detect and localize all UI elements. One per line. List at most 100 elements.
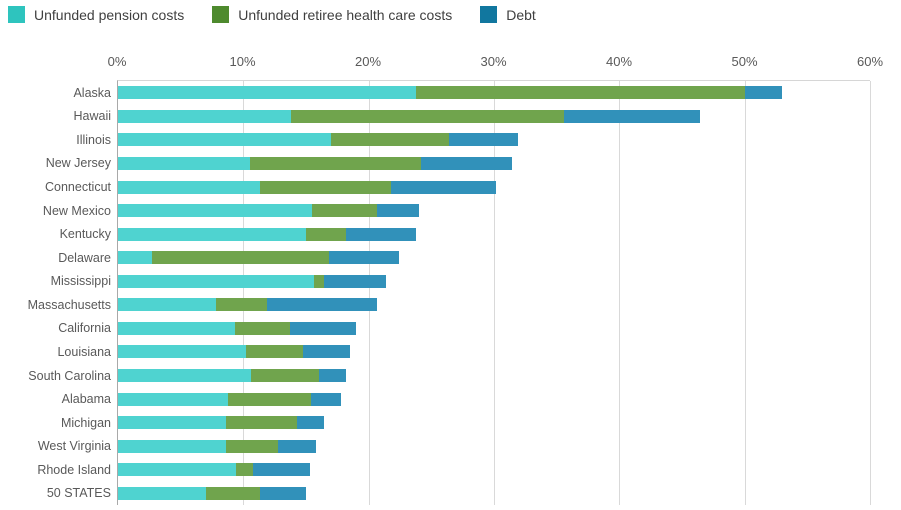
bar-segment <box>259 486 306 500</box>
bar-segment <box>118 486 206 500</box>
bar-segment <box>253 463 310 477</box>
category-label: West Virginia <box>37 439 111 454</box>
bar-row: Illinois <box>76 128 870 152</box>
bar-track <box>118 463 870 477</box>
gridline <box>619 81 621 505</box>
category-label: Mississippi <box>50 274 111 289</box>
category-label: Louisiana <box>57 344 111 359</box>
bar-track <box>118 298 870 312</box>
bar-track <box>118 251 870 265</box>
bar-row: Alabama <box>62 387 870 411</box>
bar-segment <box>151 251 329 265</box>
bar-segment <box>278 439 316 453</box>
bar-segment <box>118 251 152 265</box>
bar-segment <box>225 439 279 453</box>
bar-segment <box>118 109 291 123</box>
legend-label: Debt <box>506 6 536 23</box>
category-label: South Carolina <box>28 368 111 383</box>
x-axis-tick-labels: 0% 10% 20% 30% 40% 50% 60% <box>108 54 883 72</box>
category-label: Michigan <box>60 415 111 430</box>
category-label: Alaska <box>73 85 111 100</box>
bar-segment <box>421 156 512 170</box>
bar-row: Delaware <box>58 246 870 270</box>
legend-label: Unfunded pension costs <box>34 6 185 23</box>
legend-swatch-icon <box>480 6 498 23</box>
legend: Unfunded pension costs Unfunded retiree h… <box>8 6 536 23</box>
bar-row: Alaska <box>73 81 870 105</box>
bar-segment <box>118 345 246 359</box>
gridline <box>494 81 495 505</box>
legend-swatch-icon <box>8 6 25 23</box>
bar-segment <box>118 392 229 406</box>
x-axis-tick-label: 50% <box>731 54 758 69</box>
x-axis-tick-label: 30% <box>480 54 507 69</box>
bar-segment <box>225 416 298 430</box>
bar-row: Michigan <box>61 411 870 435</box>
category-label: 50 STATES <box>46 486 111 501</box>
category-label: Rhode Island <box>37 462 111 477</box>
bar-segment <box>118 180 260 194</box>
bar-track <box>118 180 870 194</box>
bar-row: Hawaii <box>73 105 870 129</box>
bar-segment <box>290 109 565 123</box>
bar-segment <box>245 345 304 359</box>
bar-segment <box>118 227 306 241</box>
category-label: Illinois <box>76 132 111 147</box>
legend-item: Unfunded pension costs <box>8 6 184 23</box>
bar-segment <box>235 463 254 477</box>
bar-segment <box>312 204 378 218</box>
bar-segment <box>215 298 268 312</box>
bar-segment <box>564 109 700 123</box>
bar-segment <box>289 321 357 335</box>
plot-area: Alaska Hawaii Illinois New Jersey Connecticu… <box>28 80 871 505</box>
bar-segment <box>391 180 497 194</box>
bar-segment <box>331 133 449 147</box>
x-axis-tick-label: 20% <box>354 54 382 69</box>
bar-track <box>118 345 870 359</box>
bar-rows: Alaska Hawaii Illinois New Jersey Connecticu… <box>28 81 870 505</box>
bar-row: New Jersey <box>46 152 870 176</box>
category-label: Alabama <box>61 392 111 407</box>
bar-segment <box>306 227 347 241</box>
bar-segment <box>118 369 251 383</box>
legend-swatch-icon <box>212 6 230 23</box>
bar-row: Connecticut <box>45 175 870 199</box>
bar-row: South Carolina <box>28 364 870 388</box>
category-label: Massachusetts <box>27 297 111 312</box>
bar-segment <box>297 416 324 430</box>
bar-segment <box>249 156 422 170</box>
bar-segment <box>118 133 332 147</box>
bar-row: Mississippi <box>51 270 870 294</box>
legend-label: Unfunded retiree health care costs <box>238 6 453 23</box>
bar-segment <box>377 204 419 218</box>
bar-segment <box>118 463 236 477</box>
bar-track <box>118 86 870 100</box>
bar-segment <box>416 86 745 100</box>
bar-segment <box>311 392 342 406</box>
category-label: Kentucky <box>59 227 111 242</box>
gridline <box>243 81 245 505</box>
bar-row: Kentucky <box>60 222 870 246</box>
bar-row: Louisiana <box>57 340 870 364</box>
bar-track <box>118 109 870 123</box>
x-axis-tick-label: 40% <box>605 54 633 69</box>
bar-segment <box>267 298 378 312</box>
category-label: Hawaii <box>73 109 111 124</box>
bar-segment <box>448 133 518 147</box>
bar-row: California <box>58 317 870 341</box>
bar-track <box>118 486 870 500</box>
category-label: California <box>58 321 111 336</box>
bar-segment <box>118 298 216 312</box>
bar-segment <box>228 392 311 406</box>
gridline <box>744 81 746 505</box>
bar-track <box>118 156 870 170</box>
bar-segment <box>205 486 260 500</box>
bar-segment <box>303 345 350 359</box>
bar-segment <box>259 180 392 194</box>
bar-segment <box>328 251 399 265</box>
bar-row: New Mexico <box>43 199 870 223</box>
bar-segment <box>118 274 314 288</box>
bar-segment <box>118 204 313 218</box>
bar-segment <box>118 321 235 335</box>
bar-segment <box>318 369 347 383</box>
